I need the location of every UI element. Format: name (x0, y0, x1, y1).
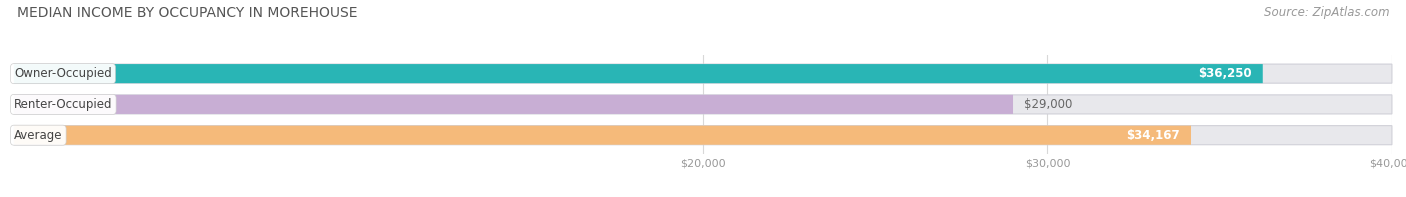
Text: Renter-Occupied: Renter-Occupied (14, 98, 112, 111)
Text: Average: Average (14, 129, 63, 142)
Text: MEDIAN INCOME BY OCCUPANCY IN MOREHOUSE: MEDIAN INCOME BY OCCUPANCY IN MOREHOUSE (17, 6, 357, 20)
FancyBboxPatch shape (14, 95, 1014, 114)
FancyBboxPatch shape (14, 126, 1191, 145)
Text: Source: ZipAtlas.com: Source: ZipAtlas.com (1264, 6, 1389, 19)
FancyBboxPatch shape (14, 95, 1392, 114)
FancyBboxPatch shape (14, 126, 1392, 145)
FancyBboxPatch shape (14, 64, 1392, 83)
FancyBboxPatch shape (14, 64, 1263, 83)
Text: Owner-Occupied: Owner-Occupied (14, 67, 112, 80)
Text: $34,167: $34,167 (1126, 129, 1180, 142)
Text: $29,000: $29,000 (1024, 98, 1073, 111)
Text: $36,250: $36,250 (1198, 67, 1251, 80)
